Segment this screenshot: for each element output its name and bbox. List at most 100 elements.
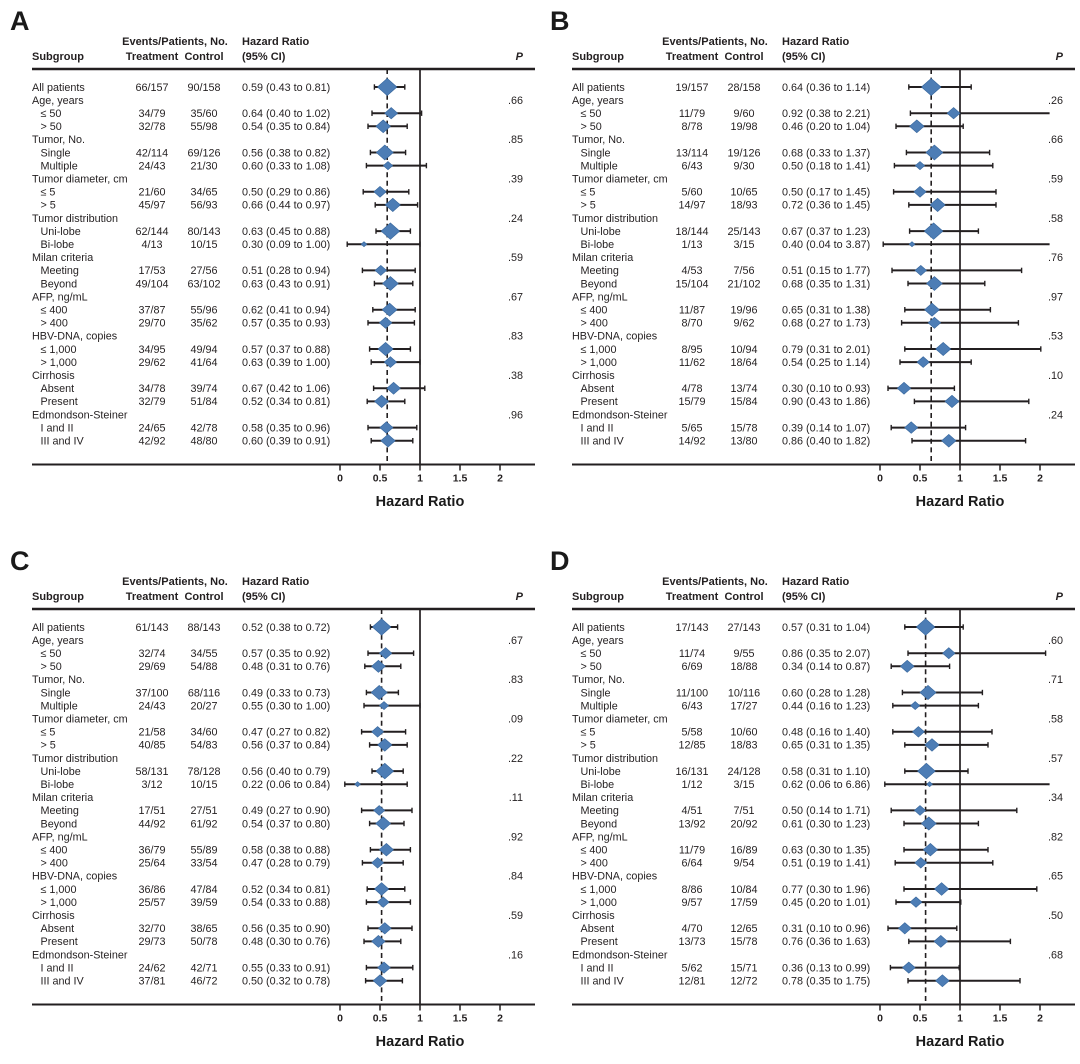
row-label: > 5 <box>581 740 596 752</box>
hr-point-diamond <box>378 316 393 329</box>
control-events-patients: 42/78 <box>190 422 217 434</box>
p-value: .84 <box>508 871 523 883</box>
treatment-events-patients: 32/79 <box>138 396 165 408</box>
hr-point-diamond <box>911 726 925 738</box>
control-events-patients: 68/116 <box>188 687 220 699</box>
hr-point-diamond <box>371 618 392 636</box>
treatment-events-patients: 8/70 <box>681 318 702 330</box>
hazard-ratio-ci-text: 0.58 (0.31 to 1.10) <box>782 766 870 778</box>
control-events-patients: 27/56 <box>190 265 217 277</box>
x-axis-tick-label: 1 <box>957 1013 963 1025</box>
control-events-patients: 20/27 <box>190 700 217 712</box>
treatment-events-patients: 17/143 <box>675 622 708 634</box>
row-label: All patients <box>572 82 625 94</box>
panel-b-letter: B <box>550 6 570 36</box>
p-value: .53 <box>1048 331 1063 343</box>
control-events-patients: 78/128 <box>187 766 220 778</box>
row-label: ≤ 400 <box>581 845 608 857</box>
hazard-ratio-ci-text: 0.40 (0.04 to 3.87) <box>782 239 870 251</box>
p-value: .67 <box>508 291 523 303</box>
hr-point-diamond <box>914 264 927 276</box>
hazard-ratio-ci-text: 0.52 (0.38 to 0.72) <box>242 622 330 634</box>
hr-point-diamond <box>380 222 401 240</box>
control-events-patients: 34/65 <box>190 187 217 199</box>
row-label: Multiple <box>581 160 618 172</box>
control-events-patients: 34/55 <box>190 648 217 660</box>
treatment-events-patients: 6/43 <box>681 160 702 172</box>
row-label: Present <box>581 936 618 948</box>
treatment-events-patients: 4/51 <box>681 805 702 817</box>
row-label: ≤ 1,000 <box>41 884 77 896</box>
p-value: .67 <box>508 635 523 647</box>
control-events-patients: 10/15 <box>190 779 217 791</box>
row-label: Beyond <box>41 278 78 290</box>
row-label: > 1,000 <box>41 357 77 369</box>
hazard-ratio-ci-text: 0.56 (0.40 to 0.79) <box>242 766 330 778</box>
panel-d-letter: D <box>550 546 570 576</box>
p-value: .34 <box>1048 792 1063 804</box>
x-axis-title: Hazard Ratio <box>375 1034 465 1050</box>
hr-point-diamond <box>377 341 394 357</box>
subgroup-category-label: Tumor diameter, cm <box>32 174 128 186</box>
row-label: Multiple <box>581 700 618 712</box>
treatment-events-patients: 13/114 <box>676 147 708 159</box>
control-events-patients: 69/126 <box>187 147 220 159</box>
hazard-ratio-ci-text: 0.64 (0.40 to 1.02) <box>242 108 330 120</box>
control-events-patients: 9/30 <box>733 160 754 172</box>
treatment-events-patients: 11/79 <box>679 108 705 120</box>
hr-point-diamond <box>935 974 950 988</box>
row-label: Single <box>41 147 71 159</box>
row-label: ≤ 1,000 <box>41 344 77 356</box>
hazard-ratio-ci-text: 0.45 (0.20 to 1.01) <box>782 897 870 909</box>
row-label: Meeting <box>581 265 619 277</box>
hr-point-diamond <box>914 857 928 869</box>
control-events-patients: 13/74 <box>730 383 757 395</box>
x-axis-tick-label: 1.5 <box>453 473 468 485</box>
control-events-patients: 63/102 <box>187 278 220 290</box>
hr-point-diamond <box>371 857 385 869</box>
control-events-patients: 24/128 <box>727 766 760 778</box>
row-label: ≤ 50 <box>581 648 602 660</box>
hazard-ratio-ci-text: 0.60 (0.39 to 0.91) <box>242 436 330 448</box>
hazard-ratio-ci-text: 0.65 (0.31 to 1.35) <box>782 740 870 752</box>
row-label: Multiple <box>41 160 78 172</box>
hazard-ratio-ci-text: 0.54 (0.37 to 0.80) <box>242 818 330 830</box>
treatment-events-patients: 36/79 <box>138 845 165 857</box>
x-axis-tick-label: 2 <box>497 473 503 485</box>
subgroup-category-label: HBV-DNA, copies <box>32 331 118 343</box>
hr-point-diamond <box>383 356 398 368</box>
hr-point-diamond <box>378 647 393 660</box>
row-label: Absent <box>41 923 75 935</box>
row-label: Present <box>41 396 78 408</box>
control-events-patients: 10/60 <box>730 727 757 739</box>
subgroup-category-label: Edmondson-Steiner <box>572 949 668 961</box>
control-events-patients: 27/143 <box>727 622 760 634</box>
x-axis-tick-label: 1 <box>957 473 963 485</box>
treatment-events-patients: 58/131 <box>135 766 168 778</box>
row-label: III and IV <box>41 436 85 448</box>
control-events-patients: 18/88 <box>730 661 757 673</box>
hr-point-diamond <box>377 922 392 935</box>
control-events-patients: 34/60 <box>190 727 217 739</box>
hr-point-diamond <box>916 356 930 368</box>
control-events-patients: 19/126 <box>727 147 760 159</box>
treatment-events-patients: 12/81 <box>678 976 705 988</box>
treatment-events-patients: 29/73 <box>138 936 165 948</box>
control-events-patients: 19/96 <box>730 305 757 317</box>
hr-point-diamond <box>384 197 401 212</box>
subgroup-category-label: HBV-DNA, copies <box>572 871 658 883</box>
subgroup-category-label: Age, years <box>32 95 84 107</box>
control-events-patients: 15/84 <box>730 396 757 408</box>
hr-point-diamond <box>924 302 940 317</box>
hazard-ratio-ci-text: 0.67 (0.37 to 1.23) <box>782 226 870 238</box>
p-value: .82 <box>1048 831 1063 843</box>
hr-point-diamond <box>899 659 915 673</box>
treatment-events-patients: 32/78 <box>138 121 165 133</box>
subgroup-category-label: Age, years <box>32 635 84 647</box>
control-events-patients: 20/92 <box>730 818 757 830</box>
hr-point-diamond <box>904 421 919 434</box>
row-label: ≤ 5 <box>41 187 56 199</box>
hazard-ratio-ci-text: 0.30 (0.10 to 0.93) <box>782 383 870 395</box>
control-events-patients: 48/80 <box>190 436 217 448</box>
subgroup-category-label: Edmondson-Steiner <box>572 409 668 421</box>
